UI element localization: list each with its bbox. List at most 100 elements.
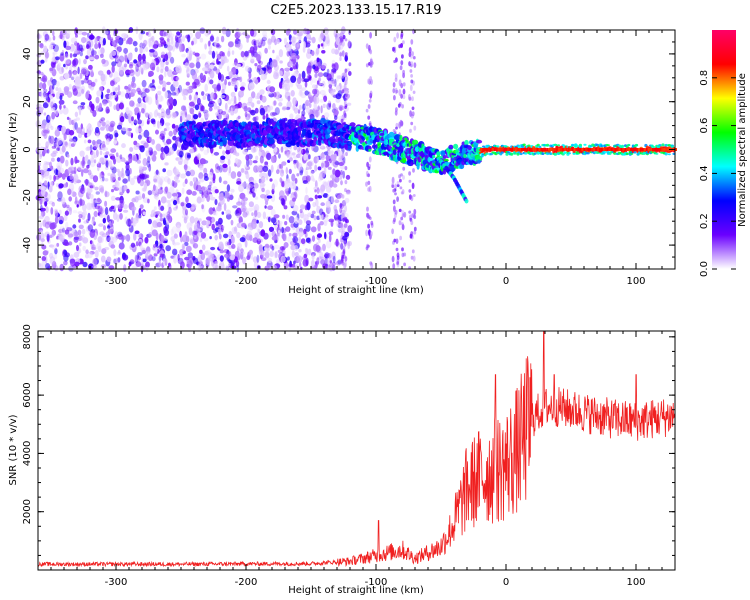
noise-speckle [296, 36, 302, 40]
noise-speckle [106, 108, 110, 114]
noise-speckle [104, 154, 108, 159]
noise-speckle [79, 72, 83, 80]
noise-speckle [167, 178, 171, 185]
noise-speckle [148, 112, 153, 119]
noise-speckle [45, 141, 49, 149]
noise-speckle [117, 91, 122, 96]
noise-speckle [43, 171, 50, 179]
noise-speckle [97, 236, 103, 244]
noise-speckle [413, 230, 417, 235]
noise-speckle [189, 107, 195, 115]
noise-speckle [344, 256, 348, 262]
noise-speckle [302, 180, 308, 184]
noise-speckle [160, 205, 165, 211]
noise-speckle [159, 243, 163, 249]
noise-speckle [99, 157, 105, 163]
noise-speckle [305, 186, 308, 195]
noise-speckle [323, 95, 328, 102]
noise-speckle [54, 175, 60, 180]
noise-speckle [235, 152, 240, 157]
noise-speckle [93, 159, 97, 164]
noise-speckle [54, 137, 58, 144]
noise-speckle [59, 53, 65, 62]
noise-speckle [325, 200, 331, 208]
noise-speckle [123, 160, 130, 164]
noise-speckle [288, 263, 293, 268]
noise-speckle [203, 237, 209, 242]
noise-speckle [65, 204, 70, 208]
noise-speckle [41, 244, 47, 250]
noise-speckle [171, 74, 175, 82]
noise-speckle [323, 27, 329, 36]
noise-speckle [158, 122, 163, 129]
noise-speckle [330, 79, 336, 86]
noise-speckle [305, 223, 311, 232]
noise-speckle [92, 264, 98, 269]
noise-speckle [160, 95, 164, 102]
noise-speckle [326, 193, 330, 202]
noise-speckle [160, 68, 164, 74]
noise-speckle [333, 109, 339, 116]
noise-speckle [138, 90, 143, 96]
noise-speckle [369, 49, 373, 55]
noise-speckle [133, 119, 138, 126]
noise-speckle [157, 104, 162, 110]
noise-speckle [137, 134, 142, 140]
noise-speckle [160, 108, 165, 112]
noise-speckle [344, 54, 348, 62]
noise-speckle [117, 84, 121, 92]
noise-speckle [84, 68, 89, 77]
noise-speckle [341, 89, 345, 94]
noise-speckle [186, 69, 191, 76]
noise-speckle [94, 37, 98, 45]
signal-cell [224, 120, 228, 126]
noise-speckle [196, 58, 200, 64]
signal-cell [213, 141, 218, 147]
noise-speckle [74, 111, 79, 118]
noise-speckle [208, 171, 214, 180]
noise-speckle [178, 84, 183, 93]
noise-speckle [194, 104, 200, 111]
noise-speckle [400, 33, 403, 40]
noise-speckle [288, 168, 292, 175]
noise-speckle [295, 61, 299, 70]
noise-speckle [410, 39, 414, 45]
noise-speckle [270, 164, 274, 173]
noise-speckle [192, 234, 199, 243]
noise-speckle [188, 94, 192, 101]
noise-speckle [264, 161, 269, 166]
noise-speckle [56, 242, 60, 247]
noise-speckle [181, 35, 186, 42]
noise-speckle [112, 154, 115, 163]
noise-speckle [215, 44, 222, 49]
noise-speckle [393, 238, 397, 243]
noise-speckle [339, 52, 343, 57]
noise-speckle [224, 78, 228, 86]
noise-speckle [298, 236, 302, 245]
noise-speckle [166, 200, 171, 204]
noise-speckle [184, 256, 190, 261]
noise-speckle [101, 248, 107, 255]
noise-speckle [109, 120, 116, 127]
noise-speckle [87, 126, 93, 133]
noise-speckle [164, 70, 167, 78]
noise-speckle [97, 120, 102, 128]
noise-speckle [232, 62, 238, 67]
noise-speckle [308, 197, 314, 202]
noise-speckle [43, 129, 49, 134]
noise-speckle [162, 217, 167, 226]
noise-speckle [133, 118, 139, 124]
noise-speckle [237, 171, 242, 178]
noise-speckle [296, 173, 300, 177]
noise-speckle [367, 223, 370, 229]
noise-speckle [266, 264, 272, 270]
noise-speckle [55, 110, 59, 117]
noise-speckle [204, 83, 208, 93]
noise-speckle [322, 103, 326, 109]
noise-speckle [51, 260, 57, 269]
noise-speckle [186, 189, 193, 195]
noise-speckle [260, 73, 267, 81]
noise-speckle [130, 217, 134, 224]
noise-speckle [339, 56, 342, 62]
noise-speckle [135, 63, 139, 72]
